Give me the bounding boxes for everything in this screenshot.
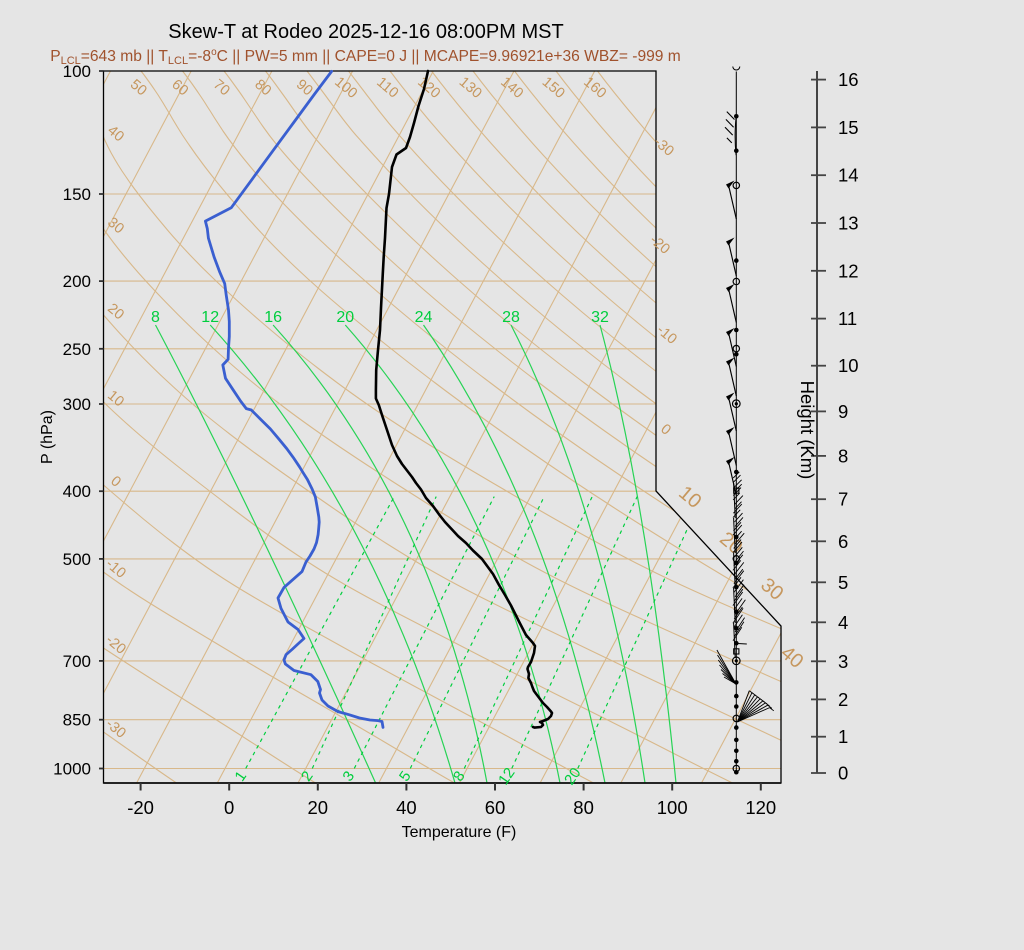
svg-text:20: 20 [336,309,354,326]
svg-text:9: 9 [838,401,848,422]
svg-text:100: 100 [63,62,91,81]
svg-text:1000: 1000 [53,760,91,779]
svg-text:20: 20 [308,797,329,818]
svg-text:60: 60 [485,797,506,818]
svg-text:14: 14 [838,165,859,186]
svg-text:400: 400 [63,482,91,501]
svg-text:150: 150 [63,185,91,204]
svg-text:50: 50 [127,77,150,100]
svg-text:90: 90 [293,77,316,100]
svg-text:80: 80 [251,77,274,100]
svg-text:700: 700 [63,652,91,671]
svg-text:5: 5 [838,572,848,593]
svg-text:16: 16 [838,69,859,90]
svg-text:28: 28 [502,309,520,326]
svg-text:11: 11 [838,308,857,329]
svg-text:30: 30 [104,215,127,238]
svg-text:Skew-T at Rodeo 2025-12-16 08:: Skew-T at Rodeo 2025-12-16 08:00PM MST [168,21,563,43]
svg-text:12: 12 [201,309,219,326]
svg-text:100: 100 [657,797,688,818]
svg-text:7: 7 [838,489,848,510]
svg-text:20: 20 [104,301,127,324]
svg-text:40: 40 [396,797,417,818]
svg-text:10: 10 [838,355,859,376]
svg-text:16: 16 [264,309,282,326]
svg-text:8: 8 [151,309,160,326]
svg-text:120: 120 [745,797,776,818]
svg-text:15: 15 [838,117,859,138]
svg-text:250: 250 [63,340,91,359]
svg-text:1: 1 [838,726,848,747]
svg-text:PLCL=643 mb || TLCL=-8oC || PW: PLCL=643 mb || TLCL=-8oC || PW=5 mm || C… [50,47,681,67]
svg-text:Height (Km): Height (Km) [797,381,818,480]
svg-text:3: 3 [838,651,848,672]
svg-text:-20: -20 [127,797,154,818]
svg-text:500: 500 [63,550,91,569]
svg-text:70: 70 [210,77,233,100]
svg-text:60: 60 [168,77,191,100]
svg-text:0: 0 [224,797,234,818]
svg-text:20: 20 [561,765,584,788]
svg-text:12: 12 [838,260,859,281]
svg-text:10: 10 [104,388,127,411]
svg-text:8: 8 [838,445,848,466]
svg-text:32: 32 [591,309,609,326]
svg-text:13: 13 [838,213,859,234]
svg-text:Temperature (F): Temperature (F) [402,824,517,841]
svg-text:80: 80 [573,797,594,818]
svg-text:0: 0 [838,763,848,784]
svg-text:850: 850 [63,711,91,730]
svg-text:12: 12 [495,765,518,788]
svg-text:4: 4 [838,612,848,633]
svg-text:24: 24 [415,309,433,326]
svg-text:40: 40 [104,123,127,146]
svg-text:300: 300 [63,395,91,414]
svg-text:6: 6 [838,531,848,552]
svg-text:200: 200 [63,272,91,291]
svg-text:2: 2 [838,689,848,710]
svg-text:P (hPa): P (hPa) [39,410,56,464]
